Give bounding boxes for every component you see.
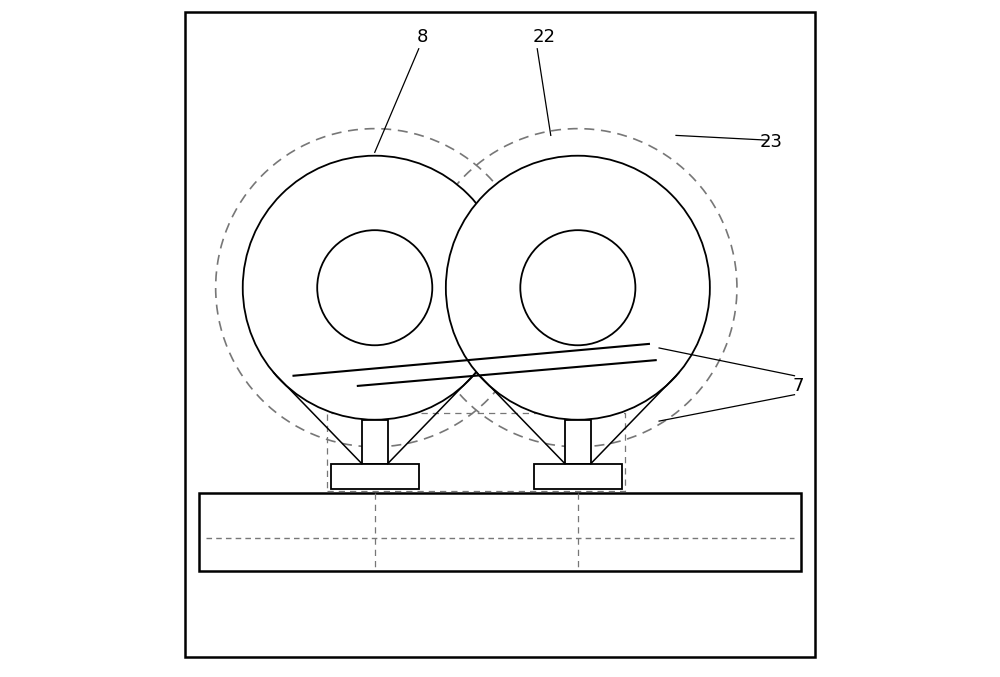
Bar — [362, 420, 388, 464]
Bar — [199, 493, 801, 571]
Bar — [331, 464, 419, 489]
Text: 23: 23 — [759, 133, 782, 151]
Circle shape — [446, 156, 710, 420]
Circle shape — [520, 230, 635, 345]
Circle shape — [317, 230, 432, 345]
Bar — [534, 464, 622, 489]
Circle shape — [243, 156, 507, 420]
Text: 7: 7 — [792, 377, 804, 395]
Text: 8: 8 — [416, 28, 428, 46]
Text: 22: 22 — [533, 28, 556, 46]
Bar — [565, 420, 591, 464]
Bar — [327, 413, 625, 491]
